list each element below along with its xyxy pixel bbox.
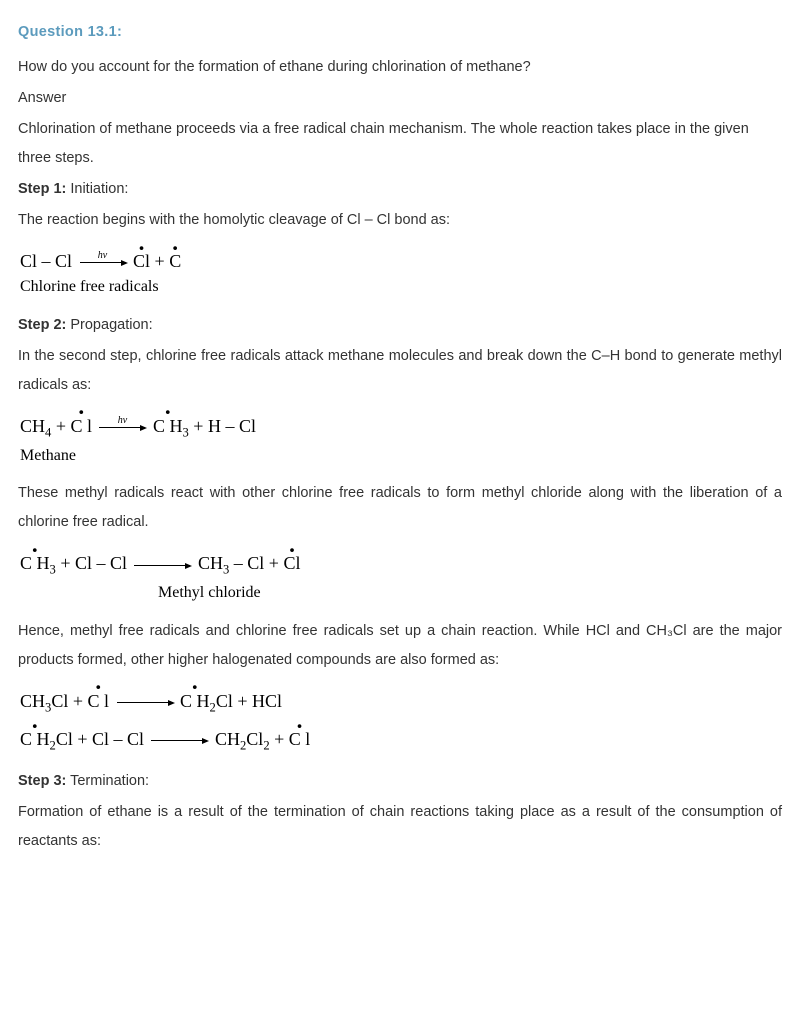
arrow-icon: hv: [99, 427, 145, 428]
step1-desc: The reaction begins with the homolytic c…: [18, 206, 782, 235]
ch2cl-radical: C H: [20, 727, 50, 752]
step1-equation: Cl – Cl hv Cl + C Chlorine free radicals: [20, 249, 782, 299]
cl-radical: Cl: [283, 551, 300, 576]
c-radical: C: [169, 249, 181, 274]
ch3-radical: C H: [20, 551, 50, 576]
answer-label: Answer: [18, 84, 782, 113]
step3-desc: Formation of ethane is a result of the t…: [18, 798, 782, 856]
step3-label-bold: Step 3:: [18, 773, 66, 789]
step2-eq3: CH3Cl + C l C H2Cl + HCl C H2Cl + Cl – C…: [20, 689, 782, 755]
intro-text: Chlorination of methane proceeds via a f…: [18, 115, 782, 173]
ch4: CH: [20, 416, 45, 436]
step1-heading: Step 1: Initiation:: [18, 175, 782, 204]
eq-plus: +: [150, 251, 169, 271]
step2-label-bold: Step 2:: [18, 317, 66, 333]
step3-label-rest: Termination:: [66, 773, 149, 789]
cl-radical: C l: [70, 414, 92, 439]
step2-desc3: Hence, methyl free radicals and chlorine…: [18, 617, 782, 675]
step3-heading: Step 3: Termination:: [18, 767, 782, 796]
methane-caption: Methane: [20, 445, 76, 467]
step2-heading: Step 2: Propagation:: [18, 311, 782, 340]
arrow-icon: hv: [80, 262, 126, 263]
arrow-icon: [151, 740, 207, 741]
arrow-icon: [117, 702, 173, 703]
cl-radical: Cl: [133, 249, 150, 274]
ch3-radical: C H: [153, 414, 183, 439]
step1-label-rest: Initiation:: [66, 181, 128, 197]
arrow-hv-label: hv: [118, 414, 127, 428]
cl-radical: C l: [87, 689, 109, 714]
question-prompt: How do you account for the formation of …: [18, 53, 782, 82]
step2-label-rest: Propagation:: [66, 317, 152, 333]
question-title: Question 13.1:: [18, 18, 782, 47]
step2-desc2: These methyl radicals react with other c…: [18, 479, 782, 537]
arrow-hv-label: hv: [98, 249, 107, 263]
eq1-left: Cl – Cl: [20, 251, 77, 271]
ch2cl-radical: C H: [180, 689, 210, 714]
step1-eq-caption: Chlorine free radicals: [20, 276, 782, 298]
step2-eq2: C H3 + Cl – Cl CH3 – Cl + Cl Methyl chlo…: [20, 551, 782, 605]
step2-desc1: In the second step, chlorine free radica…: [18, 342, 782, 400]
cl-radical: C l: [289, 727, 311, 752]
methyl-chloride-caption: Methyl chloride: [158, 582, 261, 604]
step1-label-bold: Step 1:: [18, 181, 66, 197]
arrow-icon: [134, 565, 190, 566]
step2-eq1: CH4 + C l hv C H3 + H – Cl Methane: [20, 414, 782, 468]
